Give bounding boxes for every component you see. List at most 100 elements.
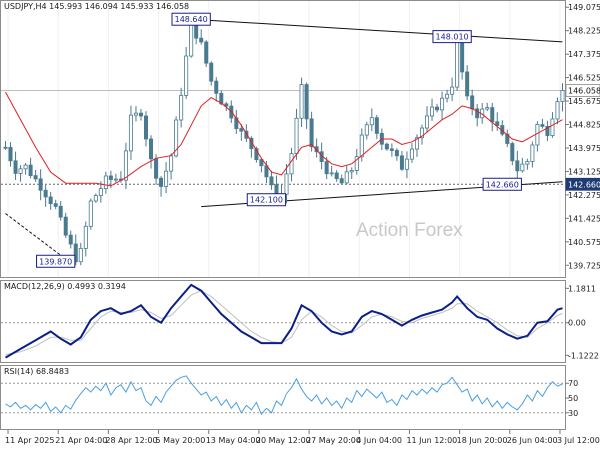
rsi-panel-frame xyxy=(0,365,566,430)
rsi-line xyxy=(5,375,563,416)
candle-body xyxy=(430,106,435,117)
candle-body xyxy=(83,225,88,249)
macd-panel-title: MACD(12,26,9) 0.4993 0.3194 xyxy=(4,282,126,291)
macd-axis-tick-label: -1.1222 xyxy=(568,351,599,360)
rsi-axis-tick-label: 30 xyxy=(568,409,578,418)
candle-body xyxy=(409,148,414,160)
candle-body xyxy=(149,138,154,160)
candle-body xyxy=(520,163,525,172)
candle-body xyxy=(289,153,294,175)
moving-average-line xyxy=(5,91,563,187)
rsi-panel-title: RSI(14) 68.8483 xyxy=(4,367,69,376)
candle-body xyxy=(224,103,229,107)
candle-body xyxy=(384,143,389,150)
time-axis-tick-label: 11 Jun 12:00 xyxy=(406,436,457,445)
candle-body xyxy=(113,178,118,181)
candle-body xyxy=(470,95,475,110)
candle-body xyxy=(88,200,93,227)
macd-panel: MACD(12,26,9) 0.4993 0.3194 1.1811 0.00 -1… xyxy=(0,280,599,363)
price-annotation-label: 139.870 xyxy=(39,257,72,266)
candle-body xyxy=(455,41,460,88)
candle-body xyxy=(128,114,133,152)
price-axis-tick-label: 146.525 xyxy=(568,74,600,83)
candle-body xyxy=(68,234,73,245)
candle-body xyxy=(179,95,184,121)
rsi-axis-tick-label: 70 xyxy=(568,379,578,388)
candle-body xyxy=(550,118,555,136)
candle-body xyxy=(435,106,440,111)
candle-body xyxy=(475,108,480,119)
candle-body xyxy=(219,92,224,105)
candle-body xyxy=(159,177,164,187)
price-grid xyxy=(7,1,561,277)
candle-body xyxy=(53,203,58,207)
candle-body xyxy=(344,171,349,184)
rsi-axis-tick-label: 50 xyxy=(568,394,578,403)
candle-body xyxy=(540,124,545,127)
candle-body xyxy=(48,196,53,205)
candle-body xyxy=(3,146,8,149)
price-annotation-label: 148.640 xyxy=(175,15,208,24)
candle-body xyxy=(460,41,465,73)
candle-body xyxy=(63,216,68,236)
time-axis-tick-label: 27 May 20:00 xyxy=(306,436,361,445)
support-level-axis-label: 142.660 xyxy=(568,180,600,189)
price-axis-tick-label: 143.975 xyxy=(568,144,600,153)
macd-axis-tick-label: 1.1811 xyxy=(568,284,596,293)
price-axis-tick-label: 148.225 xyxy=(568,27,600,36)
candle-body xyxy=(515,160,520,172)
candle-body xyxy=(209,62,214,82)
candle-body xyxy=(169,155,174,172)
candle-body xyxy=(13,160,18,174)
candle-body xyxy=(329,172,334,175)
candle-body xyxy=(154,158,159,179)
candle-body xyxy=(38,178,43,191)
watermark: Action Forex xyxy=(356,220,463,241)
candle-body xyxy=(314,146,319,153)
candle-body xyxy=(43,189,48,198)
candle-body xyxy=(440,97,445,111)
candle-body xyxy=(199,37,204,43)
trendline xyxy=(191,18,563,43)
candle-body xyxy=(239,128,244,132)
price-panel: Action Forex 148.640 148.010 142.660 142.10… xyxy=(0,0,600,278)
candle-body xyxy=(259,159,264,167)
candle-body xyxy=(349,170,354,173)
candle-body xyxy=(284,173,289,195)
candle-body xyxy=(8,146,13,162)
candle-body xyxy=(58,205,63,218)
candle-body xyxy=(254,148,259,160)
candle-body xyxy=(530,144,535,162)
support-level-axis-badge xyxy=(565,177,600,191)
time-axis-tick-label: 26 Jun 04:00 xyxy=(507,436,558,445)
candle-body xyxy=(133,112,138,116)
candle-body xyxy=(374,117,379,134)
price-annotation-box xyxy=(36,254,76,268)
candle-body xyxy=(354,156,359,171)
time-axis-tick-label: 18 Jun 20:00 xyxy=(457,436,508,445)
price-axis-tick-label: 139.725 xyxy=(568,261,600,270)
time-axis-tick-label: 4 Jun 04:00 xyxy=(356,436,402,445)
price-panel-title: USDJPY,H4 145.993 146.094 145.933 146.05… xyxy=(4,2,189,11)
price-annotation-box xyxy=(246,193,287,207)
candle-body xyxy=(28,164,33,176)
candle-body xyxy=(404,158,409,170)
price-axis-tick-label: 145.675 xyxy=(568,97,600,106)
time-axis-tick-label: 28 Apr 12:00 xyxy=(105,436,157,445)
macd-panel-frame xyxy=(0,280,566,363)
price-reference-lines xyxy=(1,89,565,185)
candle-body xyxy=(78,248,83,263)
price-annotation-label: 142.660 xyxy=(486,180,519,189)
candle-body xyxy=(184,55,189,96)
candle-body xyxy=(535,124,540,146)
price-axis-tick-label: 149.075 xyxy=(568,3,600,12)
price-axis: 139.725 140.575 141.425 142.275 143.125 143.9… xyxy=(565,3,600,270)
trendline xyxy=(5,213,67,260)
last-price-axis-badge xyxy=(565,84,600,97)
candle-body xyxy=(450,86,455,95)
rsi-panel: RSI(14) 68.8483 70 50 30 xyxy=(0,365,578,430)
price-annotation-box xyxy=(432,30,472,44)
candle-body xyxy=(560,90,565,102)
candle-body xyxy=(545,126,550,136)
